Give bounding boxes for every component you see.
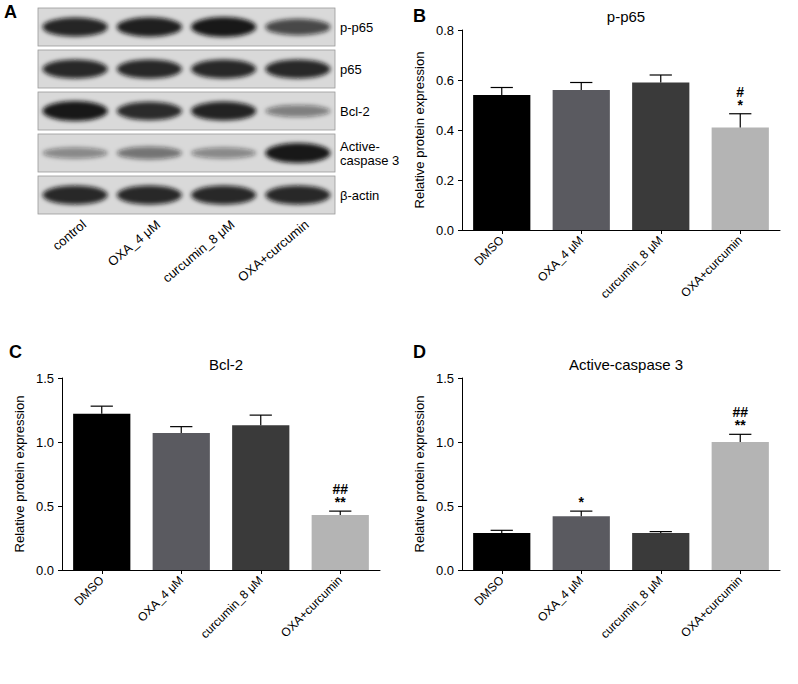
svg-text:A: A <box>4 2 17 22</box>
svg-text:1.0: 1.0 <box>36 435 54 450</box>
svg-text:Bcl-2: Bcl-2 <box>209 356 243 373</box>
svg-text:OXA+curcumin: OXA+curcumin <box>235 217 312 285</box>
svg-text:B: B <box>413 6 426 26</box>
svg-text:DMSO: DMSO <box>471 573 506 608</box>
svg-text:0.0: 0.0 <box>436 563 454 578</box>
svg-text:0.2: 0.2 <box>436 173 454 188</box>
svg-text:curcumin_8 μM: curcumin_8 μM <box>598 573 666 641</box>
svg-text:Relative protein expression: Relative protein expression <box>12 396 27 553</box>
svg-text:0.5: 0.5 <box>436 499 454 514</box>
svg-text:control: control <box>50 217 90 254</box>
svg-text:**: ** <box>735 417 746 433</box>
svg-text:**: ** <box>335 494 346 510</box>
svg-text:curcumin_8 μM: curcumin_8 μM <box>598 233 666 301</box>
svg-text:Relative protein expression: Relative protein expression <box>412 52 427 209</box>
svg-text:0.5: 0.5 <box>36 499 54 514</box>
svg-text:0.0: 0.0 <box>36 563 54 578</box>
svg-text:OXA_4 μM: OXA_4 μM <box>105 217 164 270</box>
svg-text:*: * <box>738 97 744 113</box>
svg-text:OXA_4 μM: OXA_4 μM <box>135 573 187 625</box>
svg-text:1.0: 1.0 <box>436 435 454 450</box>
svg-text:DMSO: DMSO <box>471 233 506 268</box>
svg-text:p65: p65 <box>340 62 362 77</box>
svg-text:0.6: 0.6 <box>436 73 454 88</box>
svg-text:OXA_4 μM: OXA_4 μM <box>535 233 587 285</box>
svg-text:0.0: 0.0 <box>436 223 454 238</box>
svg-text:Bcl-2: Bcl-2 <box>340 104 370 119</box>
svg-text:OXA+curcumin: OXA+curcumin <box>278 573 345 640</box>
svg-text:OXA+curcumin: OXA+curcumin <box>678 233 745 300</box>
svg-text:curcumin_8 μM: curcumin_8 μM <box>160 217 238 286</box>
svg-text:OXA+curcumin: OXA+curcumin <box>678 573 745 640</box>
svg-text:1.5: 1.5 <box>36 371 54 386</box>
svg-text:*: * <box>579 494 585 510</box>
svg-text:DMSO: DMSO <box>71 573 106 608</box>
svg-text:β-actin: β-actin <box>340 188 379 203</box>
svg-text:Active-caspase 3: Active-caspase 3 <box>340 139 399 168</box>
svg-text:Active-caspase 3: Active-caspase 3 <box>569 356 683 373</box>
svg-text:OXA_4 μM: OXA_4 μM <box>535 573 587 625</box>
svg-text:p-p65: p-p65 <box>607 8 645 25</box>
svg-text:p-p65: p-p65 <box>340 20 373 35</box>
svg-text:Relative protein expression: Relative protein expression <box>412 396 427 553</box>
svg-text:0.4: 0.4 <box>436 123 454 138</box>
svg-text:D: D <box>413 342 426 362</box>
svg-text:1.5: 1.5 <box>436 371 454 386</box>
svg-text:curcumin_8 μM: curcumin_8 μM <box>198 573 266 641</box>
svg-text:C: C <box>9 342 22 362</box>
svg-text:0.8: 0.8 <box>436 23 454 38</box>
